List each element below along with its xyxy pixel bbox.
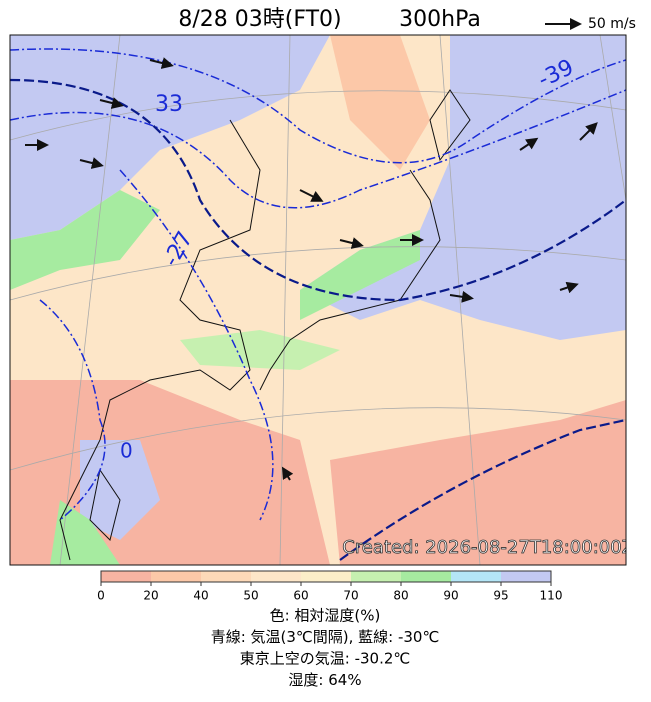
colorbar-frame — [100, 570, 552, 583]
colorbar-tick-label: 40 — [193, 589, 208, 603]
caption-line: 東京上空の気温: -30.2℃ — [240, 650, 410, 668]
colorbar: 0 20 40 50 60 70 80 90 95 110 — [97, 570, 563, 603]
created-stamp: Created: 2026-08-27T18:00:00Z — [342, 537, 634, 558]
wind-scale-label: 50 m/s — [588, 16, 636, 32]
colorbar-tick-label: 95 — [493, 589, 508, 603]
caption-line: 青線: 気温(3℃間隔), 藍線: -30℃ — [211, 628, 440, 646]
colorbar-tick-label: 80 — [393, 589, 408, 603]
colorbar-bin — [201, 571, 251, 582]
colorbar-tick-label: 90 — [443, 589, 458, 603]
title: 8/28 03時(FT0) — [178, 7, 341, 32]
colorbar-tick-label: 110 — [540, 589, 563, 603]
map-frame — [9, 34, 627, 566]
colorbar-tick-label: 20 — [143, 589, 158, 603]
contour-label: 0 — [120, 439, 133, 463]
map: 33 -27 -39 0 Created: 2026-08-27T18:00:0… — [10, 35, 634, 565]
colorbar-bin — [251, 571, 301, 582]
colorbar-bin — [451, 571, 501, 582]
colorbar-bin — [351, 571, 401, 582]
colorbar-tick-label: 0 — [97, 589, 105, 603]
colorbar-tick-label: 50 — [243, 589, 258, 603]
colorbar-bin — [151, 571, 201, 582]
colorbar-tick-label: 60 — [293, 589, 308, 603]
level: 300hPa — [399, 7, 481, 32]
colorbar-bin — [301, 571, 351, 582]
colorbar-tick-label: 70 — [343, 589, 358, 603]
colorbar-bin — [501, 571, 551, 582]
colorbar-bin — [101, 571, 151, 582]
caption-line: 色: 相対湿度(%) — [270, 607, 381, 625]
caption-line: 湿度: 64% — [288, 671, 361, 689]
colorbar-bin — [401, 571, 451, 582]
wind-arrows — [25, 57, 598, 481]
caption: 色: 相対湿度(%) 青線: 気温(3℃間隔), 藍線: -30℃ 東京上空の気温:… — [211, 607, 440, 690]
contour-label: 33 — [155, 92, 183, 117]
